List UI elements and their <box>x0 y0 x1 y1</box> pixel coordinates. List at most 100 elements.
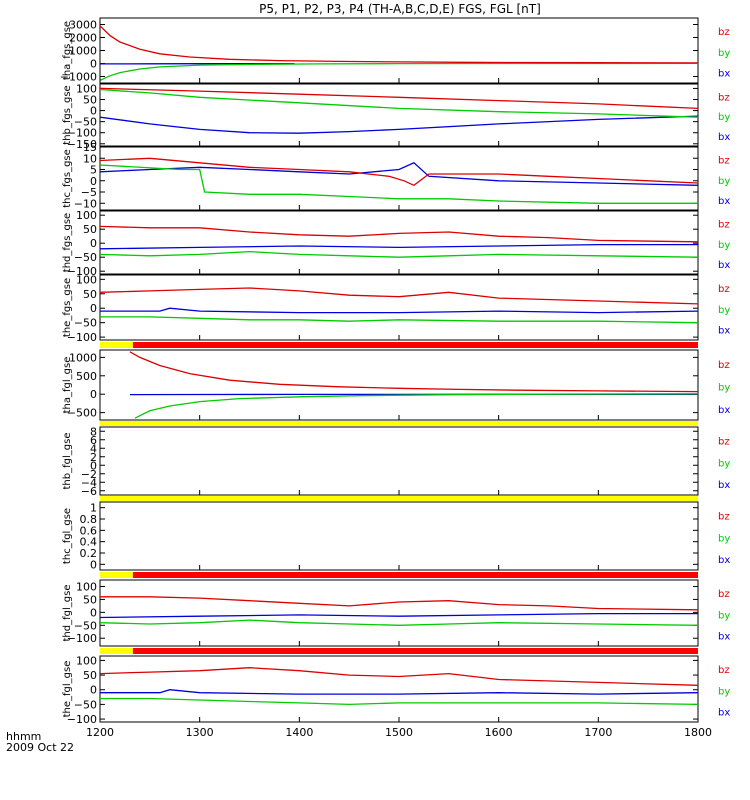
legend-by: by <box>718 305 730 316</box>
series-line-by <box>134 393 698 419</box>
status-bar-red <box>132 572 698 578</box>
series-line-bx <box>100 243 698 250</box>
legend-bz: bz <box>718 92 730 103</box>
series-line-bz <box>100 667 698 686</box>
series-line-bz <box>100 287 698 305</box>
y-tick-label: −500 <box>67 407 97 420</box>
legend-bz: bz <box>718 156 730 167</box>
legend-by: by <box>718 686 730 697</box>
y-tick-label: 2000 <box>69 32 97 45</box>
y-tick-label: 0.4 <box>80 536 98 549</box>
y-tick-label: 0.6 <box>80 524 98 537</box>
legend-bx: bx <box>718 480 730 491</box>
y-tick-label: 0 <box>90 302 97 315</box>
panel-frame <box>99 501 699 571</box>
y-tick-label: 1 <box>90 502 97 515</box>
y-tick-label: 15 <box>83 141 97 154</box>
status-bar-yellow <box>100 572 133 578</box>
y-tick-label: 0 <box>90 459 97 472</box>
panel-ylabel: thc_fgl_gse <box>62 508 73 564</box>
y-tick-label: −50 <box>74 698 97 711</box>
legend-bz: bz <box>718 360 730 371</box>
y-tick-label: −50 <box>74 619 97 632</box>
legend-bz: bz <box>718 665 730 676</box>
panel-frame <box>99 426 699 496</box>
y-tick-label: 50 <box>83 593 97 606</box>
y-tick-label: 2 <box>90 451 97 464</box>
y-tick-label: 100 <box>76 273 97 286</box>
status-bars-group <box>100 342 698 654</box>
x-axis: 1200 1300 1400 1500 1600 1700 1800 <box>86 78 712 739</box>
legend-bz: bz <box>718 27 730 38</box>
x-tick-label: 1300 <box>186 726 214 739</box>
legend-by: by <box>718 240 730 251</box>
series-line-by <box>100 619 698 626</box>
panel-frame <box>99 17 699 84</box>
panel-ylabel: tha_fgl_gse <box>62 357 73 414</box>
figure-title: P5, P1, P2, P3, P4 (TH-A,B,C,D,E) FGS, F… <box>259 2 541 16</box>
panel-ylabel: the_fgs_gse <box>62 278 73 337</box>
y-tick-label: 100 <box>76 82 97 95</box>
y-tick-label: 0 <box>90 175 97 188</box>
panel-frame <box>99 274 699 341</box>
y-tick-label: 10 <box>83 152 97 165</box>
legend-bx: bx <box>718 405 730 416</box>
y-tick-label: −150 <box>67 138 97 151</box>
y-tick-label: 0 <box>90 58 97 71</box>
series-line-bx <box>100 307 698 314</box>
legend-by: by <box>718 533 730 544</box>
series-line-by <box>100 316 698 324</box>
panel-frame <box>99 83 699 147</box>
y-tick-label: 0 <box>90 606 97 619</box>
legend-bx: bx <box>718 326 730 337</box>
legend-bx: bx <box>718 196 730 207</box>
legend-by: by <box>718 610 730 621</box>
panel-ylabel: thc_fgs_gse <box>62 149 73 208</box>
legend-bx: bx <box>718 707 730 718</box>
series-line-bx <box>100 689 698 695</box>
y-tick-label: 0 <box>90 388 97 401</box>
y-tick-label: −100 <box>67 632 97 645</box>
y-tick-label: 0.8 <box>80 513 98 526</box>
series-line-by <box>100 164 698 204</box>
y-tick-label: 0 <box>90 558 97 571</box>
y-tick-label: −100 <box>67 127 97 140</box>
y-tick-label: 500 <box>76 370 97 383</box>
y-tick-label: 6 <box>90 434 97 447</box>
series-line-bz <box>100 596 698 611</box>
legend-bz: bz <box>718 284 730 295</box>
legend-by: by <box>718 112 730 123</box>
series-line-bz <box>129 351 698 393</box>
panel-thc_fgl_gse: 10.80.60.40.20 thc_fgl_gse bz by bx <box>62 501 730 571</box>
status-bar-red <box>132 342 698 348</box>
y-tick-label: 50 <box>83 223 97 236</box>
y-tick-label: 0 <box>90 105 97 118</box>
y-tick-label: 1000 <box>69 351 97 364</box>
y-tick-label: 4 <box>90 442 97 455</box>
legend-bz: bz <box>718 512 730 523</box>
y-tick-label: 100 <box>76 580 97 593</box>
y-tick-label: −100 <box>67 713 97 726</box>
series-line-by <box>100 250 698 258</box>
y-tick-label: −100 <box>67 331 97 344</box>
y-tick-label: 8 <box>90 425 97 438</box>
panel-ylabel: thd_fgs_gse <box>62 213 73 272</box>
series-line-bz <box>100 25 698 64</box>
series-line-bz <box>100 157 698 187</box>
legend-bz: bz <box>718 589 730 600</box>
x-tick-label: 1800 <box>684 726 712 739</box>
y-tick-label: 50 <box>83 288 97 301</box>
y-tick-label: −50 <box>74 251 97 264</box>
legend-bx: bx <box>718 631 730 642</box>
y-tick-label: 1000 <box>69 45 97 58</box>
panel-frame <box>99 210 699 275</box>
y-tick-label: 100 <box>76 654 97 667</box>
y-tick-label: −2 <box>81 468 97 481</box>
